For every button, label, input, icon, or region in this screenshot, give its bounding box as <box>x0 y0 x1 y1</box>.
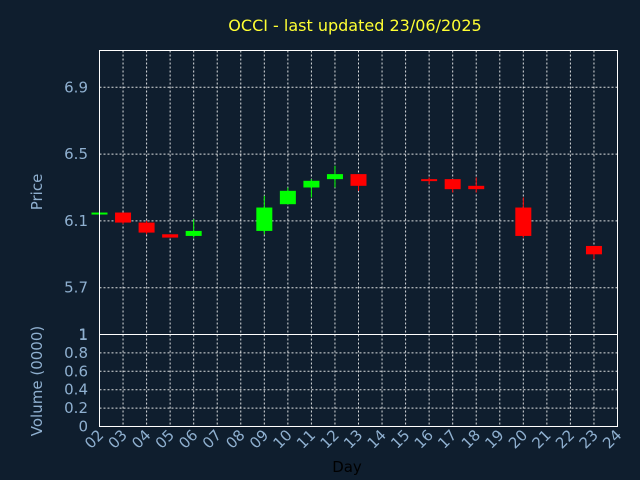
candle-body <box>326 174 343 180</box>
chart-title: OCCI - last updated 23/06/2025 <box>228 16 481 35</box>
candle-body <box>303 180 320 188</box>
x-tick-label: 05 <box>152 426 178 452</box>
candle-body <box>138 222 155 233</box>
y-axis-title-volume: Volume (0000) <box>28 326 46 436</box>
candle-body <box>185 230 202 236</box>
x-tick-label: 19 <box>481 426 507 452</box>
volume-tick-label: 0.8 <box>64 344 88 362</box>
x-tick-label: 18 <box>458 426 484 452</box>
volume-tick-label: 1 <box>78 326 88 344</box>
x-tick-label: 20 <box>505 426 531 452</box>
volume-panel-frame <box>99 334 618 427</box>
candle-body <box>444 179 461 190</box>
price-tick-label: 5.7 <box>64 279 88 297</box>
candle-body <box>162 234 179 238</box>
x-tick-label: 16 <box>411 426 437 452</box>
volume-tick-label: 0.6 <box>64 362 88 380</box>
x-tick-label: 07 <box>199 426 225 452</box>
x-tick-label: 22 <box>552 426 578 452</box>
x-tick-label: 12 <box>317 426 343 452</box>
price-tick-labels: 5.7 6.1 6.5 6.9 <box>64 78 88 296</box>
x-tick-label: 09 <box>246 426 272 452</box>
price-tick-label: 6.1 <box>64 212 88 230</box>
candle-body <box>468 185 485 190</box>
volume-grid <box>99 334 618 427</box>
x-tick-label: 11 <box>293 426 319 452</box>
candles <box>91 165 602 260</box>
x-tick-label: 03 <box>105 426 131 452</box>
candle-body <box>279 190 296 205</box>
volume-tick-labels: 00.20.40.60.81 <box>64 326 88 436</box>
price-tick-label: 6.9 <box>64 78 88 96</box>
x-tick-label: 24 <box>599 426 625 452</box>
x-tick-label: 15 <box>387 426 413 452</box>
candle-body <box>115 212 132 223</box>
candle-body <box>350 174 367 186</box>
candle-body <box>421 179 438 182</box>
x-tick-label: 10 <box>269 426 295 452</box>
x-axis-title: Day <box>332 458 362 476</box>
candle-body <box>256 207 273 231</box>
candle-body <box>585 245 602 255</box>
candle-body <box>515 207 532 236</box>
x-tick-label: 04 <box>128 426 154 452</box>
x-tick-label: 08 <box>222 426 248 452</box>
x-tick-label: 13 <box>340 426 366 452</box>
x-tick-label: 23 <box>576 426 602 452</box>
volume-tick-label: 0.4 <box>64 381 88 399</box>
price-grid <box>99 50 618 335</box>
x-tick-label: 06 <box>175 426 201 452</box>
volume-tick-label: 0.2 <box>64 399 88 417</box>
price-top-label: 1 <box>78 326 88 344</box>
x-tick-label: 17 <box>434 426 460 452</box>
x-tick-label: 14 <box>364 426 390 452</box>
volume-tick-label: 0 <box>78 418 88 436</box>
y-axis-title-price: Price <box>28 174 46 211</box>
x-tick-label: 21 <box>528 426 554 452</box>
x-tick-labels: 0203040506070809101112131415161718192021… <box>81 426 625 452</box>
price-tick-label: 6.5 <box>64 145 88 163</box>
